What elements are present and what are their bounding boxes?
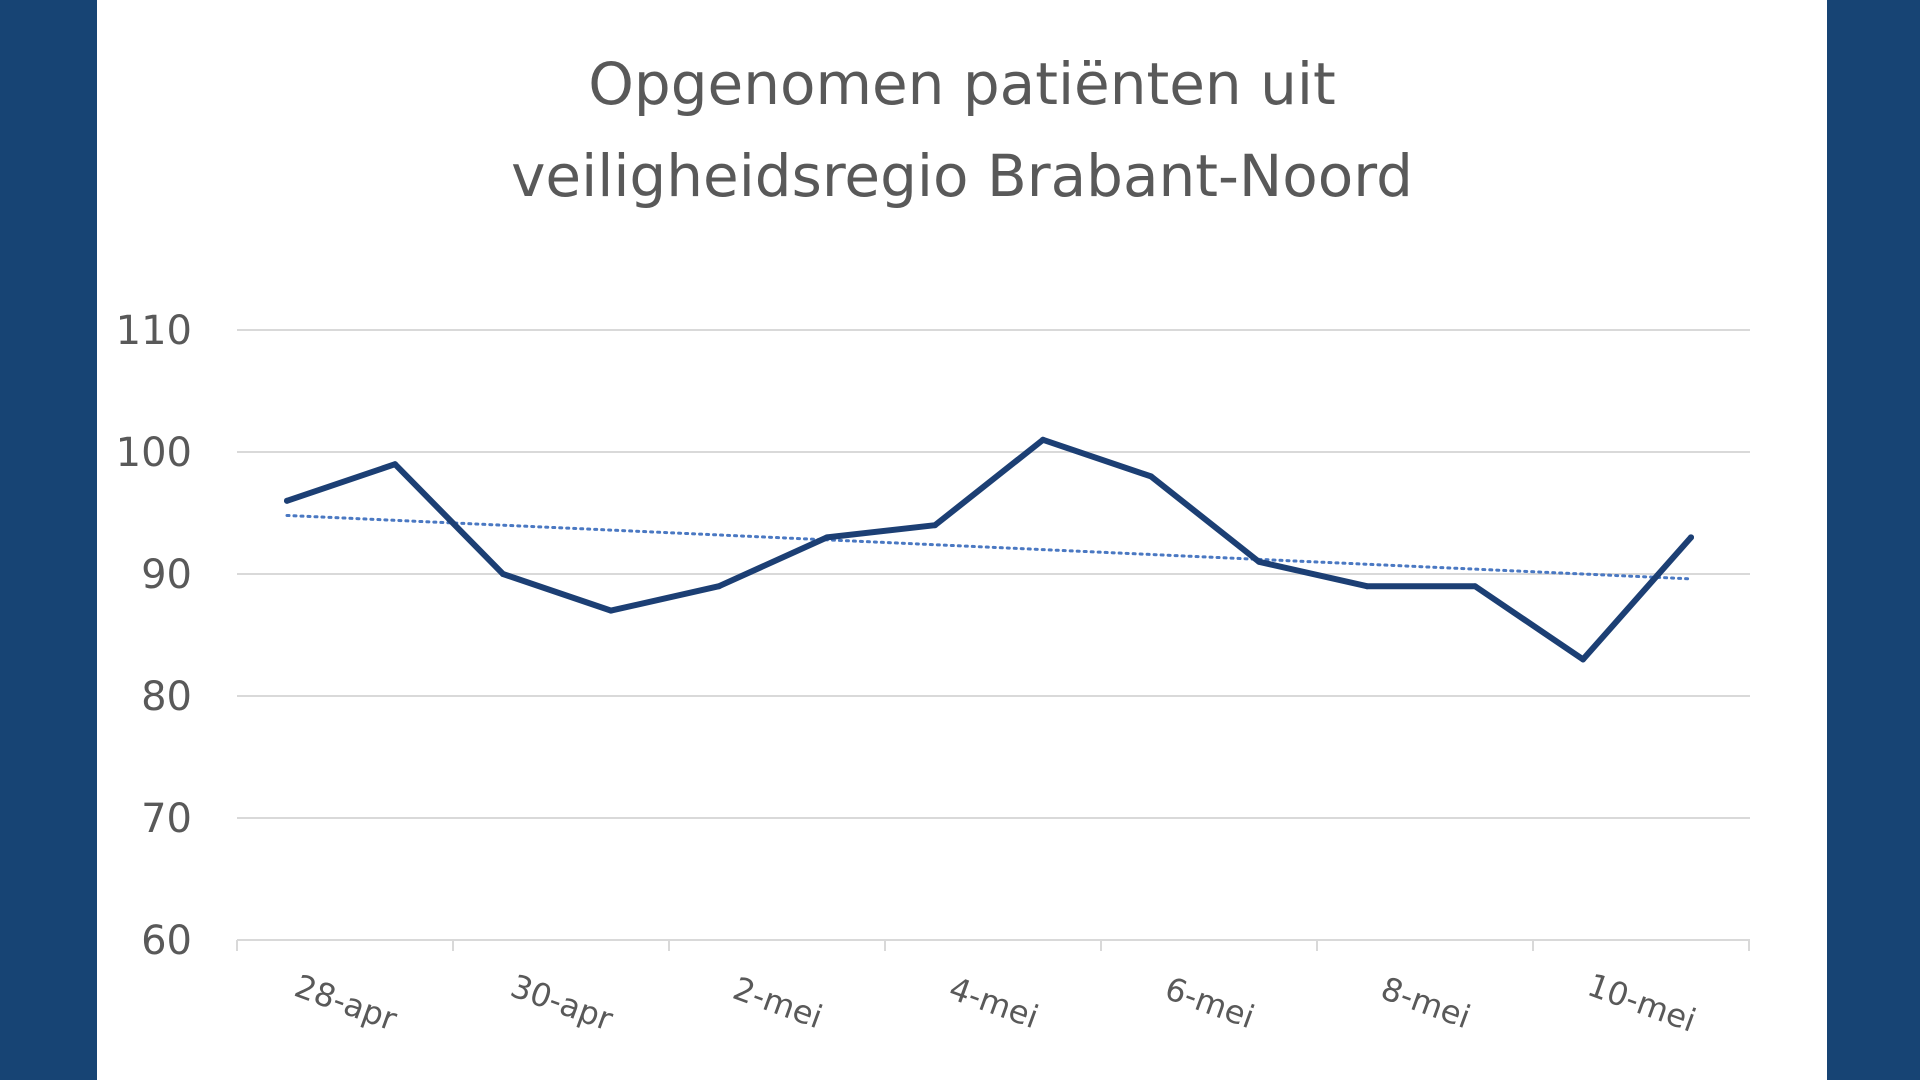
y-tick-label: 60 — [141, 918, 192, 964]
y-tick-label: 100 — [116, 430, 192, 476]
series-layer — [284, 436, 1694, 663]
x-axis — [236, 939, 1750, 951]
x-tick-label: 8-mei — [1376, 969, 1475, 1036]
x-axis-ticks: 28-apr 30-apr 2-mei 4-mei 6-mei 8-mei 10-mei — [290, 966, 1701, 1040]
y-axis-ticks: 60 70 80 90 100 110 — [116, 308, 192, 964]
data-point — [392, 461, 398, 468]
chart-panel: Opgenomen patiënten uit veiligheidsregio… — [97, 0, 1827, 1080]
x-tick-label: 6-mei — [1160, 969, 1259, 1036]
x-tick-label: 28-apr — [290, 967, 403, 1039]
data-point — [824, 534, 830, 541]
data-point — [1472, 583, 1478, 590]
data-point — [1040, 436, 1046, 443]
y-tick-label: 90 — [141, 552, 192, 598]
trendline-layer — [285, 513, 1693, 581]
data-point — [932, 522, 938, 529]
chart-title: Opgenomen patiënten uit veiligheidsregio… — [97, 38, 1827, 222]
data-point — [1364, 583, 1370, 590]
data-point — [1580, 656, 1586, 663]
data-point — [716, 583, 722, 590]
x-tick-label: 30-apr — [506, 967, 619, 1039]
data-point — [608, 607, 614, 614]
gridlines — [237, 329, 1750, 819]
data-point — [1148, 473, 1154, 480]
series-line-0 — [284, 436, 1694, 663]
x-tick-label: 2-mei — [728, 969, 827, 1036]
chart-title-line-2: veiligheidsregio Brabant-Noord — [511, 142, 1413, 210]
line-chart: 60 70 80 90 100 110 28-apr 30-apr 2-mei 4-mei 6-m… — [116, 308, 1750, 1040]
y-tick-label: 80 — [141, 674, 192, 720]
trendline — [285, 513, 1693, 581]
y-tick-label: 110 — [116, 308, 192, 354]
data-point — [500, 571, 506, 577]
x-tick-label: 10-mei — [1583, 966, 1701, 1040]
y-tick-label: 70 — [141, 796, 192, 842]
data-point — [284, 497, 290, 504]
chart-title-line-1: Opgenomen patiënten uit — [588, 50, 1336, 118]
data-point — [1688, 534, 1694, 541]
data-point — [1256, 558, 1262, 565]
x-tick-label: 4-mei — [944, 969, 1043, 1036]
